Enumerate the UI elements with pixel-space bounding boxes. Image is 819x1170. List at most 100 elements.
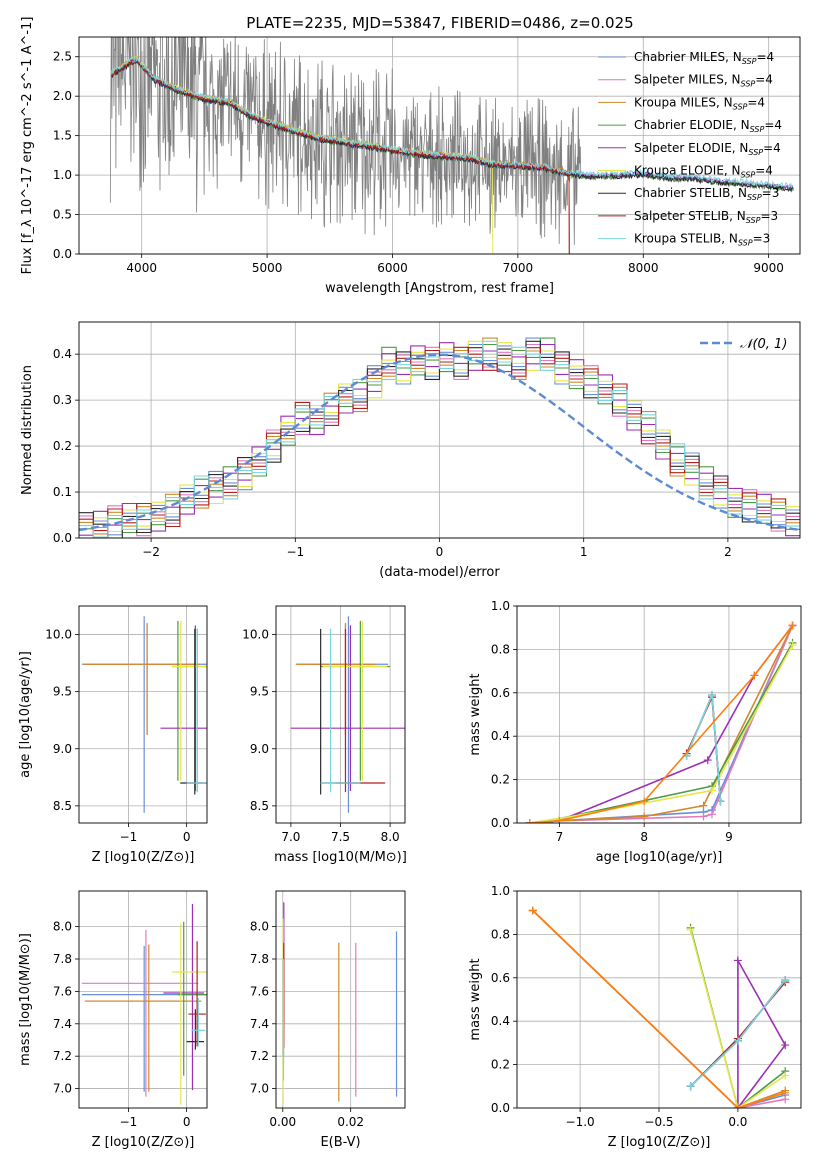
series-marker <box>525 819 534 823</box>
y-axis-label: age [log10(age/yr)] <box>18 651 33 778</box>
legend-nssp-value: =4 <box>756 50 774 64</box>
axes-frame <box>78 321 801 539</box>
histogram-step <box>79 340 800 538</box>
y-tick-label: 0.1 <box>53 485 72 499</box>
x-tick-label: −1 <box>286 545 304 559</box>
y-tick-label: 7.8 <box>53 952 72 966</box>
y-tick-label: 0.0 <box>491 816 510 830</box>
legend-subscript: SSP <box>742 57 757 66</box>
series-line <box>529 644 794 823</box>
x-axis-label: E(B-V) <box>320 1135 360 1150</box>
plot-area <box>528 906 790 1108</box>
legend-nssp-value: =3 <box>760 209 778 223</box>
series-marker <box>555 816 564 823</box>
plot-area <box>81 616 207 813</box>
y-tick-label: 7.6 <box>53 984 72 998</box>
series-marker <box>781 1088 790 1097</box>
x-tick-label: −0.5 <box>644 1115 673 1129</box>
y-tick-label: 1.0 <box>491 884 510 898</box>
x-tick-label: 6000 <box>377 261 408 275</box>
series-marker <box>686 1082 695 1091</box>
y-tick-label: 7.8 <box>250 952 269 966</box>
spectrum-model-line <box>111 55 494 254</box>
panel-massweight-vs-Z: −1.0 −0.5 0.0 0.0 0.2 0.4 0.6 0.8 1.0 Z [log10(Z/… <box>468 884 802 1150</box>
x-tick-label: −1.0 <box>566 1115 595 1129</box>
figure-title: PLATE=2235, MJD=53847, FIBERID=0486, z=0… <box>246 14 633 32</box>
x-axis-label: age [log10(age/yr)] <box>596 850 723 865</box>
legend-label: Kroupa ELODIE, NSSP=4 <box>634 164 773 180</box>
axes-frame <box>78 890 208 1109</box>
x-tick-label: 8.0 <box>381 830 400 844</box>
y-tick-label: 1.0 <box>53 168 72 182</box>
y-tick-label: 7.4 <box>53 1017 72 1031</box>
series-marker <box>686 926 695 935</box>
x-axis-label: Z [log10(Z/Z⊙)] <box>92 850 195 865</box>
legend-subscript: SSP <box>747 193 762 202</box>
x-tick-label: 0.02 <box>337 1115 364 1129</box>
series-marker <box>733 1036 742 1045</box>
x-tick-label: 0 <box>183 1115 191 1129</box>
spectrum-model-line <box>111 55 794 190</box>
series-marker <box>699 801 708 810</box>
y-tick-label: 0.0 <box>491 1101 510 1115</box>
legend-nssp-value: =4 <box>763 141 781 155</box>
y-axis-label: mass weight <box>468 958 483 1040</box>
y-tick-label: 0.0 <box>53 247 72 261</box>
y-tick-label: 7.0 <box>53 1082 72 1096</box>
legend-nssp-value: =4 <box>747 95 765 109</box>
histogram-step <box>79 346 800 532</box>
x-tick-label: 0 <box>436 545 444 559</box>
y-tick-label: 0.3 <box>53 393 72 407</box>
series-marker <box>707 690 716 699</box>
legend-label: Kroupa MILES, NSSP=4 <box>634 95 765 111</box>
y-tick-label: 10.0 <box>45 628 72 642</box>
x-tick-label: 4000 <box>126 261 157 275</box>
y-tick-label: 2.5 <box>53 50 72 64</box>
series-marker <box>707 786 716 795</box>
legend-nssp-value: =3 <box>753 232 771 246</box>
y-tick-label: 2.0 <box>53 89 72 103</box>
legend-label: Chabrier STELIB, NSSP=3 <box>634 186 779 202</box>
y-axis-label: Flux [f_λ 10^-17 erg cm^-2 s^-1 A^-1] <box>20 17 35 275</box>
axes-frame <box>516 890 802 1109</box>
plot-area <box>290 616 405 813</box>
panels: 4000 5000 6000 7000 8000 90000.00.51.01.52.02… <box>18 17 802 1150</box>
x-tick-label: 7000 <box>503 261 534 275</box>
panel-mass-vs-ebv: 0.00 0.02 7.0 7.2 7.4 7.6 7.8 8.0 E(B-V) <box>250 890 406 1150</box>
panel-residual-hist: −2 −1 0 1 2 0.0 0.1 0.2 0.3 0.4 (data-model)/error… <box>20 321 801 580</box>
x-tick-label: 2 <box>724 545 732 559</box>
y-tick-label: 7.2 <box>53 1049 72 1063</box>
series-marker <box>781 975 790 984</box>
y-tick-label: 8.5 <box>250 799 269 813</box>
y-tick-label: 0.4 <box>491 729 510 743</box>
y-tick-label: 0.8 <box>491 927 510 941</box>
x-tick-label: 8000 <box>628 261 659 275</box>
y-tick-label: 0.4 <box>53 347 72 361</box>
x-tick-label: −1 <box>120 1115 138 1129</box>
x-tick-label: 5000 <box>252 261 283 275</box>
y-tick-label: 1.5 <box>53 129 72 143</box>
y-tick-label: 7.4 <box>250 1017 269 1031</box>
x-tick-label: 7 <box>556 830 564 844</box>
y-tick-label: 10.0 <box>242 628 269 642</box>
legend-subscript: SSP <box>746 216 761 225</box>
legend-subscript: SSP <box>733 102 748 111</box>
x-axis-label: Z [log10(Z/Z⊙)] <box>608 1135 711 1150</box>
series-line <box>529 625 794 823</box>
legend-label: Chabrier ELODIE, NSSP=4 <box>634 118 782 134</box>
series-line <box>529 625 794 823</box>
y-tick-label: 0.6 <box>491 686 510 700</box>
y-tick-label: 0.5 <box>53 208 72 222</box>
y-tick-label: 0.4 <box>491 1014 510 1028</box>
legend-subscript: SSP <box>750 125 765 134</box>
y-tick-label: 0.2 <box>491 773 510 787</box>
series-marker <box>699 812 708 821</box>
series-marker <box>640 797 649 806</box>
x-axis-label: Z [log10(Z/Z⊙)] <box>92 1135 195 1150</box>
y-tick-label: 9.5 <box>250 685 269 699</box>
axes-frame <box>78 36 801 255</box>
x-tick-label: 0.00 <box>269 1115 296 1129</box>
series-marker <box>781 1071 790 1080</box>
series-marker <box>703 756 712 765</box>
